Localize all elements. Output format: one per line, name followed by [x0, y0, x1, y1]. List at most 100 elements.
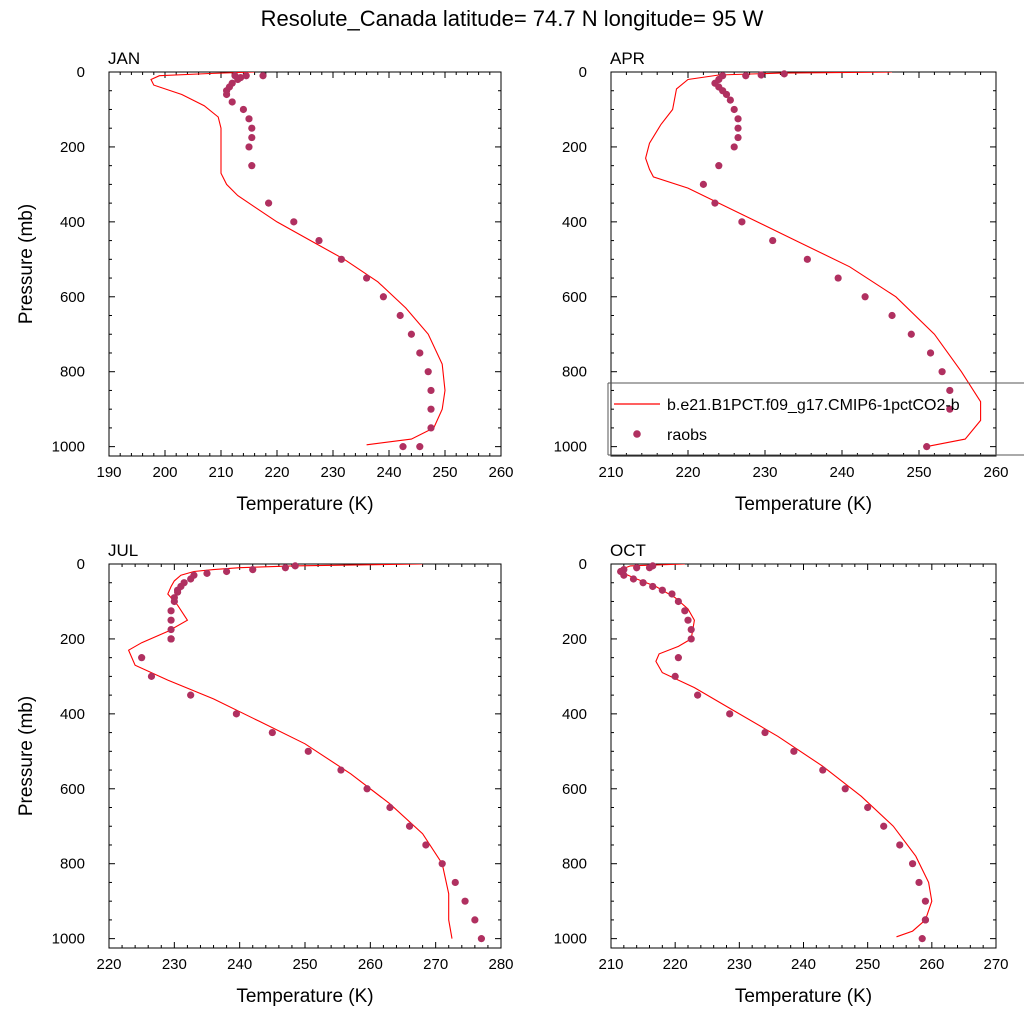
- plot-frame-oct: [610, 563, 997, 949]
- x-tick-label: 210: [598, 464, 623, 481]
- obs-point-apr: [757, 71, 765, 79]
- obs-point-jan: [315, 236, 323, 245]
- obs-point-apr: [734, 133, 742, 142]
- obs-point-oct: [726, 710, 734, 718]
- plot-frame-apr: [610, 71, 997, 457]
- obs-point-oct: [915, 878, 923, 887]
- obs-point-jul: [304, 747, 312, 755]
- obs-point-oct: [671, 672, 679, 680]
- obs-point-jan: [245, 143, 253, 151]
- obs-point-apr: [726, 96, 734, 104]
- y-tick-label: 0: [579, 556, 587, 573]
- obs-point-jul: [405, 822, 414, 830]
- obs-point-apr: [734, 124, 742, 132]
- obs-point-jul: [138, 654, 146, 662]
- obs-point-oct: [921, 916, 930, 924]
- x-tick-label: 220: [663, 956, 688, 973]
- obs-point-apr: [803, 255, 811, 263]
- obs-point-apr: [699, 180, 708, 188]
- y-tick-label: 200: [60, 631, 85, 648]
- obs-point-jul: [249, 566, 257, 574]
- y-tick-label: 800: [562, 364, 587, 381]
- obs-point-jul: [174, 588, 182, 596]
- y-tick-label: 400: [562, 706, 587, 723]
- x-tick-label: 210: [208, 464, 233, 481]
- y-tick-label: 1000: [52, 439, 85, 456]
- y-tick-label: 200: [562, 139, 587, 156]
- obs-point-jul: [451, 878, 459, 887]
- obs-point-oct: [684, 616, 692, 624]
- obs-point-jan: [234, 75, 242, 84]
- obs-point-oct: [674, 597, 682, 606]
- obs-point-jul: [167, 635, 175, 643]
- legend-obs-label: raobs: [667, 427, 707, 444]
- obs-point-oct: [620, 571, 628, 579]
- obs-point-apr: [742, 72, 750, 80]
- obs-point-jan: [248, 162, 256, 170]
- y-tick-label: 800: [60, 364, 85, 381]
- x-tick-label: 260: [919, 956, 944, 973]
- obs-point-oct: [841, 785, 849, 793]
- y-tick-label: 200: [562, 631, 587, 648]
- obs-point-jan: [399, 443, 407, 451]
- y-tick-label: 1000: [52, 931, 85, 948]
- obs-point-jul: [232, 710, 240, 718]
- obs-point-apr: [861, 293, 869, 301]
- obs-point-jan: [265, 199, 273, 207]
- panel-title-apr: APR: [610, 49, 645, 68]
- obs-point-jul: [438, 860, 446, 868]
- x-tick-label: 220: [675, 464, 700, 481]
- obs-point-jan: [259, 72, 267, 80]
- x-tick-label: 240: [376, 464, 401, 481]
- obs-point-oct: [668, 590, 676, 598]
- x-tick-label: 210: [598, 956, 623, 973]
- obs-point-apr: [730, 105, 738, 114]
- x-tick-label: 250: [292, 956, 317, 973]
- obs-point-jan: [363, 274, 371, 282]
- y-tick-label: 600: [60, 781, 85, 798]
- obs-point-jul: [187, 691, 195, 699]
- obs-point-apr: [926, 349, 935, 357]
- obs-point-jul: [281, 564, 289, 572]
- obs-point-jan: [248, 133, 256, 142]
- obs-point-oct: [761, 728, 769, 737]
- x-tick-label: 250: [906, 464, 931, 481]
- obs-point-oct: [639, 579, 647, 587]
- obs-point-jul: [363, 785, 371, 793]
- obs-point-oct: [681, 607, 689, 615]
- obs-point-oct: [674, 654, 682, 662]
- obs-point-oct: [687, 635, 695, 643]
- x-tick-label: 250: [432, 464, 457, 481]
- obs-point-oct: [864, 803, 872, 812]
- obs-point-jul: [167, 625, 175, 634]
- obs-point-jul: [147, 672, 156, 680]
- obs-point-jan: [248, 124, 256, 132]
- x-tick-label: 240: [829, 464, 854, 481]
- obs-point-jul: [268, 728, 276, 737]
- obs-point-oct: [658, 586, 666, 594]
- x-tick-label: 220: [264, 464, 289, 481]
- obs-point-apr: [888, 311, 896, 320]
- obs-point-oct: [896, 841, 904, 849]
- obs-point-apr: [780, 70, 788, 78]
- x-tick-label: 230: [727, 956, 752, 973]
- model-line-oct: [619, 564, 933, 938]
- x-tick-label: 190: [96, 464, 121, 481]
- obs-point-jan: [427, 424, 435, 432]
- obs-point-jul: [477, 935, 485, 943]
- obs-point-jul: [170, 597, 178, 606]
- obs-point-apr: [923, 443, 931, 451]
- obs-point-jan: [424, 368, 432, 376]
- y-axis-label-jul: Pressure (mb): [16, 696, 37, 816]
- panel-jan: JAN 190 200 210 220 230 240 250 260 0 200 400 600 800…: [16, 49, 514, 515]
- obs-point-jan: [242, 72, 250, 80]
- y-axis-label-jan: Pressure (mb): [16, 204, 37, 324]
- obs-point-jan: [416, 443, 424, 451]
- x-tick-label: 270: [423, 956, 448, 973]
- y-tick-label: 0: [77, 556, 85, 573]
- model-line-jul: [127, 564, 453, 939]
- obs-point-jul: [167, 616, 175, 624]
- panel-title-jul: JUL: [108, 541, 138, 560]
